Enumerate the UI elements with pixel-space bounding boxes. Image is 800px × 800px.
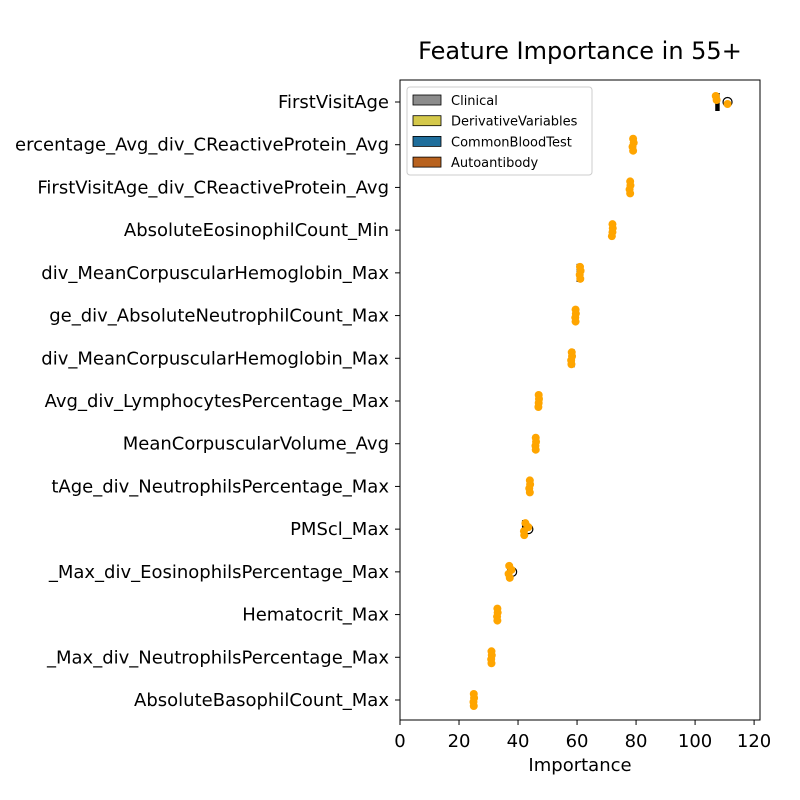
legend-label: DerivativeVariables — [451, 115, 578, 130]
data-point — [607, 232, 616, 241]
legend-label: Autoantibody — [451, 156, 539, 171]
data-point — [567, 360, 576, 369]
data-point — [629, 146, 638, 155]
legend-label: Clinical — [451, 94, 498, 109]
x-tick-label: 0 — [394, 731, 405, 752]
y-tick-label: FirstVisitAge_div_CReactiveProtein_Avg — [37, 177, 389, 198]
x-tick-label: 40 — [507, 731, 530, 752]
chart-title: Feature Importance in 55+ — [418, 37, 742, 65]
legend-label: CommonBloodTest — [451, 135, 572, 150]
data-point — [469, 702, 478, 710]
y-tick-label: _Max_div_NeutrophilsPercentage_Max — [46, 647, 389, 668]
x-axis-label: Importance — [528, 755, 631, 776]
data-point — [531, 445, 540, 454]
legend: Clinical DerivativeVariables CommonBloodTe… — [406, 86, 593, 176]
y-tick-label: Hematocrit_Max — [242, 605, 389, 626]
data-point — [712, 96, 721, 104]
data-point — [493, 616, 502, 625]
plot-frame — [399, 79, 761, 721]
data-point — [534, 403, 543, 411]
x-tick-label: 60 — [566, 731, 589, 752]
y-tick-label: FirstVisitAge — [278, 92, 389, 113]
legend-swatch — [412, 135, 442, 147]
legend-frame — [406, 86, 593, 176]
data-point — [505, 573, 514, 582]
data-point — [626, 189, 635, 198]
y-tick-label: AbsoluteEosinophilCount_Min — [124, 220, 389, 241]
y-tick-label: div_MeanCorpuscularHemoglobin_Max — [41, 348, 389, 369]
y-tick-label: div_MeanCorpuscularHemoglobin_Max — [41, 263, 389, 284]
legend-swatch — [412, 115, 442, 127]
y-tick-label: AbsoluteBasophilCount_Max — [134, 690, 389, 711]
legend-swatch — [412, 156, 442, 168]
data-point — [576, 274, 585, 283]
y-tick-label: MeanCorpuscularVolume_Avg — [123, 434, 389, 455]
x-tick-label: 100 — [678, 731, 712, 752]
data-point — [723, 100, 732, 108]
y-tick-label: _Max_div_EosinophilsPercentage_Max — [48, 562, 390, 583]
data-point — [571, 317, 580, 326]
data-point — [487, 659, 496, 668]
x-tick-label: 80 — [625, 731, 648, 752]
y-tick-label: tAge_div_NeutrophilsPercentage_Max — [51, 476, 389, 497]
legend-swatch — [412, 94, 442, 106]
y-tick-label: PMScl_Max — [290, 519, 389, 540]
y-tick-label: ge_div_AbsoluteNeutrophilCount_Max — [49, 306, 389, 327]
y-tick-label: ercentage_Avg_div_CReactiveProtein_Avg — [15, 135, 389, 156]
data-point — [520, 531, 529, 540]
y-tick-label: Avg_div_LymphocytesPercentage_Max — [45, 391, 390, 412]
x-tick-label: 120 — [737, 731, 771, 752]
data-point — [525, 488, 534, 497]
x-tick-label: 20 — [448, 731, 471, 752]
